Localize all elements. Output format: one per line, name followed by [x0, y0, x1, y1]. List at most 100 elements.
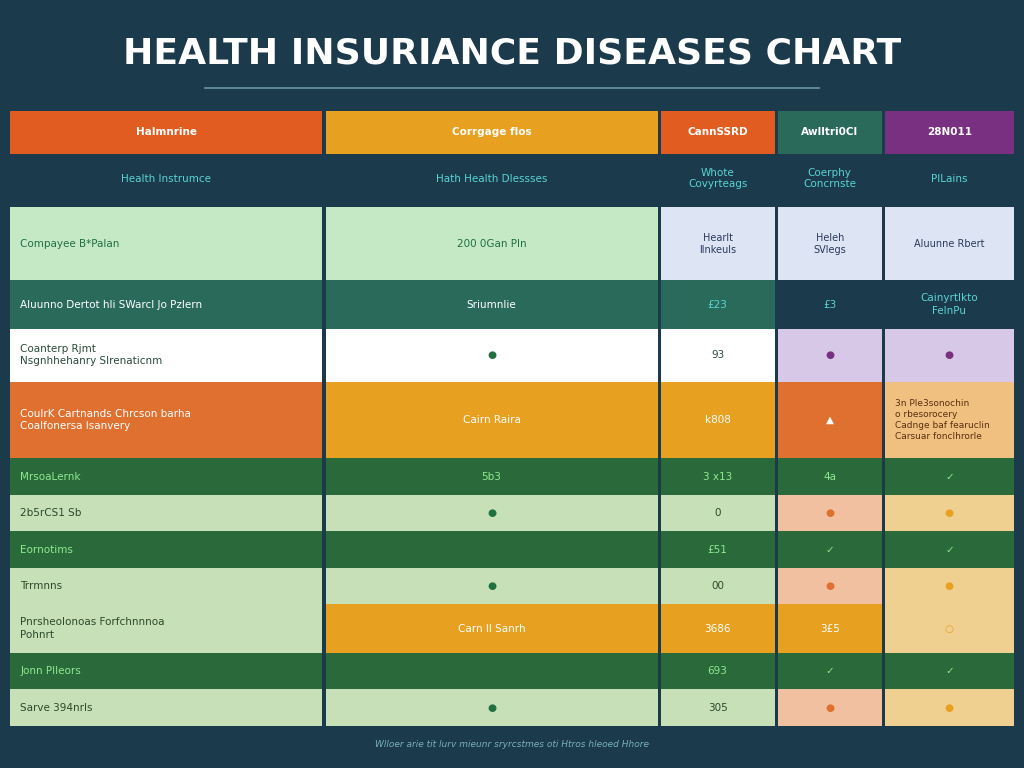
Bar	[660, 154, 775, 204]
Text: ●: ●	[945, 350, 953, 360]
Text: 693: 693	[708, 666, 728, 676]
Text: ●: ●	[487, 508, 496, 518]
Text: 2b5rCS1 Sb: 2b5rCS1 Sb	[20, 508, 82, 518]
Text: Eornotims: Eornotims	[20, 545, 74, 554]
Bar	[660, 382, 775, 458]
Bar	[10, 458, 323, 495]
Bar	[885, 207, 1014, 280]
Bar	[326, 653, 657, 690]
Bar	[885, 690, 1014, 726]
Text: 3n Ple3sonochin
o rbesorocery
Cadnge baf fearuclin
Carsuar fonclhrorle: 3n Ple3sonochin o rbesorocery Cadnge baf…	[895, 399, 990, 441]
Text: Cairn Raira: Cairn Raira	[463, 415, 520, 425]
Bar	[778, 207, 882, 280]
Bar	[326, 495, 657, 531]
Bar	[326, 154, 657, 204]
Text: ▲: ▲	[825, 415, 834, 425]
Text: £3: £3	[823, 300, 837, 310]
Bar	[10, 568, 323, 604]
Text: ●: ●	[945, 703, 953, 713]
Bar	[10, 653, 323, 690]
Text: ●: ●	[825, 508, 835, 518]
Bar	[660, 207, 775, 280]
Bar	[660, 568, 775, 604]
Bar	[660, 458, 775, 495]
Text: £51: £51	[708, 545, 728, 554]
Bar	[778, 329, 882, 382]
Text: CoulrK Cartnands Chrcson barha
Coalfonersa Isanvery: CoulrK Cartnands Chrcson barha Coalfoner…	[20, 409, 191, 431]
Bar	[660, 329, 775, 382]
Text: 4a: 4a	[823, 472, 837, 482]
Text: ○: ○	[945, 624, 953, 634]
Bar	[326, 207, 657, 280]
Text: £23: £23	[708, 300, 728, 310]
Bar	[10, 690, 323, 726]
Bar	[660, 280, 775, 329]
Text: Carn Il Sanrh: Carn Il Sanrh	[458, 624, 525, 634]
Bar	[326, 280, 657, 329]
Text: ●: ●	[487, 350, 496, 360]
Text: Coanterp Rjmt
Nsgnhhehanry Slrenaticnm: Coanterp Rjmt Nsgnhhehanry Slrenaticnm	[20, 344, 163, 366]
Text: 28N011: 28N011	[927, 127, 972, 137]
Text: Aluunne Rbert: Aluunne Rbert	[914, 239, 985, 249]
Bar	[10, 531, 323, 568]
Text: ●: ●	[487, 703, 496, 713]
Text: Hearlt
llnkeuls: Hearlt llnkeuls	[699, 233, 736, 255]
Bar	[660, 653, 775, 690]
Text: Jonn Plleors: Jonn Plleors	[20, 666, 81, 676]
Bar	[660, 690, 775, 726]
Bar	[778, 495, 882, 531]
Text: Halmnrine: Halmnrine	[136, 127, 197, 137]
Bar	[778, 568, 882, 604]
Text: Awlltri0Cl: Awlltri0Cl	[801, 127, 858, 137]
Bar	[10, 111, 323, 154]
Bar	[885, 382, 1014, 458]
Text: ●: ●	[487, 581, 496, 591]
Bar	[778, 653, 882, 690]
Bar	[660, 604, 775, 653]
Bar	[326, 382, 657, 458]
Bar	[885, 280, 1014, 329]
Text: Compayee B*Palan: Compayee B*Palan	[20, 239, 120, 249]
Text: Health Instrumce: Health Instrumce	[122, 174, 211, 184]
Text: Aluunno Dertot hli SWarcl Jo Pzlern: Aluunno Dertot hli SWarcl Jo Pzlern	[20, 300, 203, 310]
Text: ●: ●	[945, 508, 953, 518]
Bar	[885, 154, 1014, 204]
Text: 00: 00	[712, 581, 724, 591]
Text: CainyrtIkto
FelnPu: CainyrtIkto FelnPu	[921, 293, 978, 316]
Bar	[778, 458, 882, 495]
Bar	[778, 154, 882, 204]
Text: 3686: 3686	[705, 624, 731, 634]
Text: ✓: ✓	[825, 666, 835, 676]
Bar	[326, 111, 657, 154]
Bar	[10, 604, 323, 653]
Text: 5b3: 5b3	[481, 472, 502, 482]
Bar	[10, 382, 323, 458]
Bar	[326, 329, 657, 382]
Bar	[10, 495, 323, 531]
Text: ✓: ✓	[945, 545, 953, 554]
Text: CannSSRD: CannSSRD	[687, 127, 748, 137]
Text: 3 x13: 3 x13	[703, 472, 732, 482]
Text: PlLains: PlLains	[931, 174, 968, 184]
Text: Heleh
SVlegs: Heleh SVlegs	[813, 233, 846, 255]
Bar	[660, 495, 775, 531]
Text: MrsoaLernk: MrsoaLernk	[20, 472, 81, 482]
Text: ●: ●	[825, 581, 835, 591]
Text: Sarve 394nrls: Sarve 394nrls	[20, 703, 93, 713]
Text: Wlloer arie tit lurv mieunr sryrcstmes oti Htros hleoed Hhore: Wlloer arie tit lurv mieunr sryrcstmes o…	[375, 740, 649, 750]
Bar	[10, 329, 323, 382]
Text: 0: 0	[715, 508, 721, 518]
Text: Hath Health Dlessses: Hath Health Dlessses	[436, 174, 547, 184]
Bar	[885, 604, 1014, 653]
Bar	[778, 531, 882, 568]
Bar	[885, 111, 1014, 154]
Bar	[326, 531, 657, 568]
Bar	[885, 495, 1014, 531]
Text: Whote
Covyrteags: Whote Covyrteags	[688, 167, 748, 190]
Text: Sriumnlie: Sriumnlie	[467, 300, 516, 310]
Text: ●: ●	[825, 350, 835, 360]
Bar	[10, 154, 323, 204]
Text: Pnrsheolonoas Forfchnnnoa
Pohnrt: Pnrsheolonoas Forfchnnnoa Pohnrt	[20, 617, 165, 640]
Bar	[885, 458, 1014, 495]
Bar	[885, 329, 1014, 382]
